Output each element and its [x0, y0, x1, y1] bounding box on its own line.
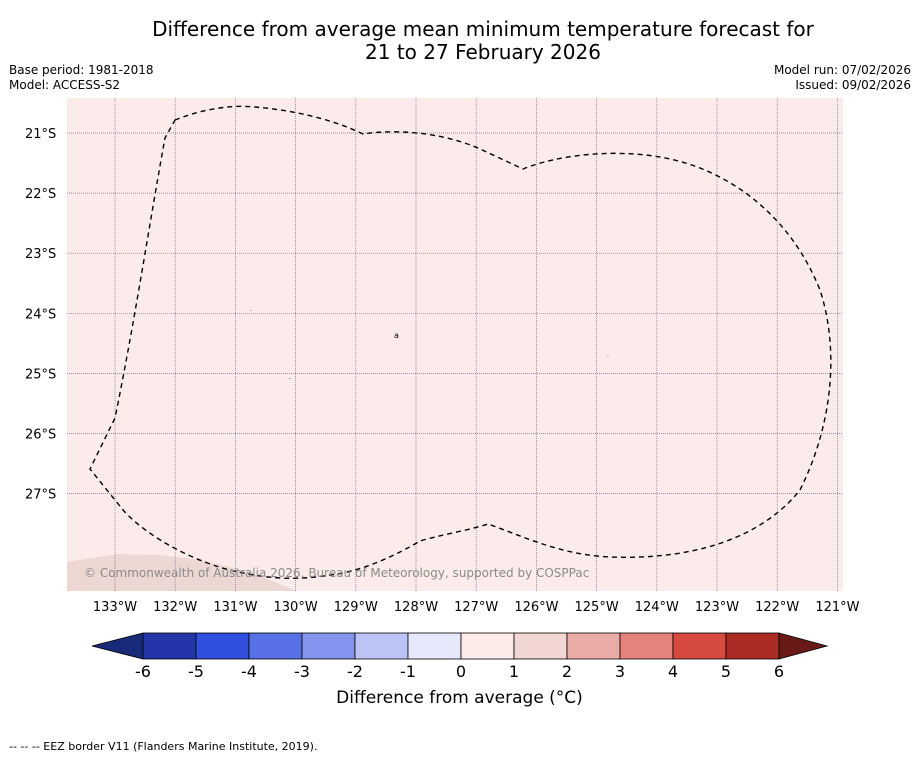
colorbar-tick-label: 4 — [668, 662, 678, 681]
colorbar-extend-high — [778, 632, 829, 660]
copyright-notice: © Commonwealth of Australia 2026, Bureau… — [84, 566, 589, 580]
colorbar-bin — [672, 632, 727, 660]
title-line-2: 21 to 27 February 2026 — [365, 40, 601, 64]
footer-note: -- -- -- EEZ border V11 (Flanders Marine… — [9, 740, 318, 753]
eez-border — [89, 105, 832, 579]
colorbar-label: Difference from average (°C) — [336, 688, 583, 708]
colorbar-bin — [407, 632, 462, 660]
latitude-label: 22°S — [25, 187, 56, 202]
colorbar-bin — [566, 632, 621, 660]
longitude-label: 122°W — [755, 600, 799, 615]
colorbar-tick-label: -3 — [294, 662, 310, 681]
colorbar-tick-label: -1 — [400, 662, 416, 681]
colorbar-tick-label: 1 — [509, 662, 519, 681]
island-marker: a — [394, 331, 399, 340]
title-line-1: Difference from average mean minimum tem… — [152, 17, 814, 41]
colorbar-tick-label: -6 — [135, 662, 151, 681]
colorbar-bin — [195, 632, 250, 660]
longitude-label: 132°W — [153, 600, 197, 615]
issued-date: Issued: 09/02/2026 — [795, 78, 911, 92]
longitude-label: 121°W — [815, 600, 859, 615]
colorbar-bin — [248, 632, 303, 660]
chart-title: Difference from average mean minimum tem… — [0, 18, 919, 64]
longitude-label: 130°W — [274, 600, 318, 615]
latitude-label: 26°S — [25, 428, 56, 443]
colorbar-tick-label: 5 — [721, 662, 731, 681]
latitude-label: 25°S — [25, 367, 56, 382]
model-name: Model: ACCESS-S2 — [9, 78, 121, 92]
colorbar-tick-label: -5 — [188, 662, 204, 681]
island-marker: . — [250, 306, 252, 313]
island-marker: . — [607, 351, 609, 358]
graticule — [67, 98, 843, 591]
island-marker: . — [289, 374, 291, 381]
longitude-label: 133°W — [93, 600, 137, 615]
colorbar-tick-label: 3 — [615, 662, 625, 681]
meta-left: Base period: 1981-2018 Model: ACCESS-S2 — [9, 63, 154, 93]
meta-right: Model run: 07/02/2026 Issued: 09/02/2026 — [774, 63, 911, 93]
colorbar-extend-low — [91, 632, 144, 660]
latitude-label: 24°S — [25, 307, 56, 322]
longitude-label: 128°W — [394, 600, 438, 615]
longitude-label: 131°W — [213, 600, 257, 615]
longitude-label: 125°W — [575, 600, 619, 615]
colorbar-bin — [142, 632, 197, 660]
latitude-label: 23°S — [25, 247, 56, 262]
colorbar-tick-label: -2 — [347, 662, 363, 681]
longitude-label: 126°W — [514, 600, 558, 615]
longitude-label: 124°W — [635, 600, 679, 615]
colorbar-bin — [619, 632, 674, 660]
longitude-label: 127°W — [454, 600, 498, 615]
colorbar-tick-label: 0 — [456, 662, 466, 681]
longitude-labels: 133°W 132°W 131°W 130°W 129°W 128°W 127°W 126°W… — [93, 600, 860, 615]
latitude-label: 21°S — [25, 127, 56, 142]
colorbar-bin — [513, 632, 568, 660]
longitude-label: 129°W — [334, 600, 378, 615]
longitude-label: 123°W — [695, 600, 739, 615]
colorbar-bin — [301, 632, 356, 660]
colorbar-tick-label: 6 — [774, 662, 784, 681]
colorbar-tick-label: -4 — [241, 662, 257, 681]
colorbar: -6 -5 -4 -3 -2 -1 0 1 2 3 4 5 6 — [91, 632, 829, 681]
latitude-labels: 21°S 22°S 23°S 24°S 25°S 26°S 27°S — [25, 127, 56, 503]
base-period: Base period: 1981-2018 — [9, 63, 154, 77]
colorbar-tick-label: 2 — [562, 662, 572, 681]
map-background — [67, 98, 843, 591]
latitude-label: 27°S — [25, 488, 56, 503]
colorbar-bin — [354, 632, 409, 660]
model-run: Model run: 07/02/2026 — [773, 63, 911, 77]
colorbar-bin — [460, 632, 515, 660]
land-mass — [67, 554, 297, 591]
colorbar-bin — [725, 632, 780, 660]
